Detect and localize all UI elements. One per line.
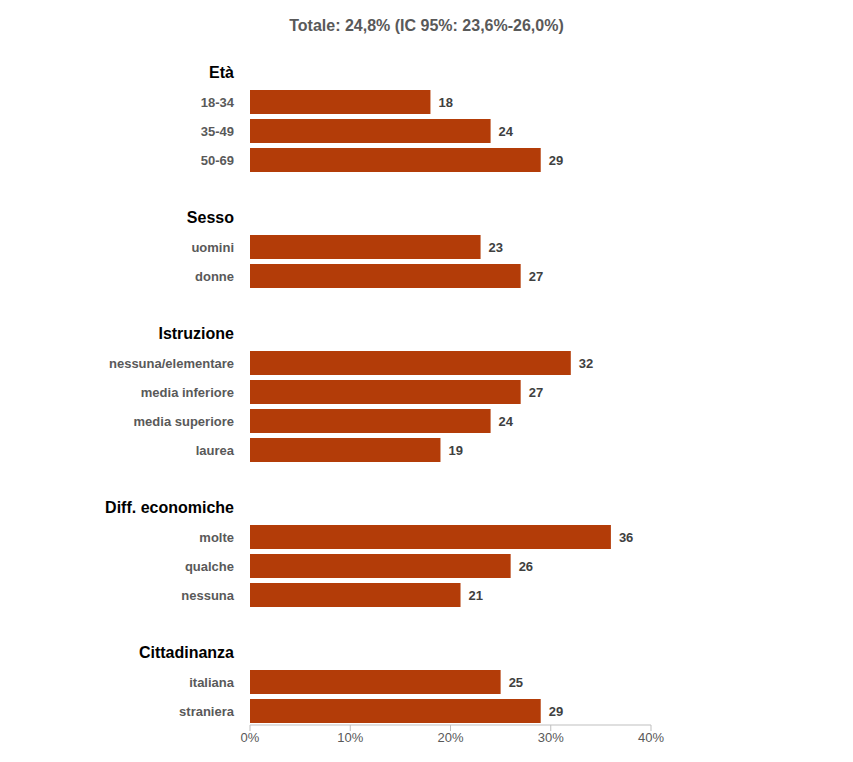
svg-text:donne: donne bbox=[195, 269, 234, 284]
svg-text:24: 24 bbox=[499, 124, 514, 139]
html-text:Totale: 24,8% (IC 95%: 23,6%-2: Totale: 24,8% (IC 95%: 23,6%-26,0%) bbox=[289, 17, 564, 34]
svg-text:50-69: 50-69 bbox=[201, 153, 234, 168]
svg-text:40%: 40% bbox=[638, 730, 664, 745]
svg-text:36: 36 bbox=[619, 530, 633, 545]
svg-text:straniera: straniera bbox=[179, 704, 235, 719]
svg-text:media superiore: media superiore bbox=[134, 414, 234, 429]
svg-text:20%: 20% bbox=[437, 730, 463, 745]
svg-text:32: 32 bbox=[579, 356, 593, 371]
svg-text:laurea: laurea bbox=[196, 443, 235, 458]
svg-text:18-34: 18-34 bbox=[201, 95, 235, 110]
svg-text:molte: molte bbox=[199, 530, 234, 545]
svg-text:18: 18 bbox=[438, 95, 452, 110]
svg-text:24: 24 bbox=[499, 414, 514, 429]
svg-text:italiana: italiana bbox=[189, 675, 235, 690]
svg-text:nessuna/elementare: nessuna/elementare bbox=[109, 356, 234, 371]
svg-text:35-49: 35-49 bbox=[201, 124, 234, 139]
svg-text:26: 26 bbox=[519, 559, 533, 574]
svg-text:Cittadinanza: Cittadinanza bbox=[139, 644, 234, 661]
svg-text:27: 27 bbox=[529, 269, 543, 284]
svg-text:nessuna: nessuna bbox=[181, 588, 235, 603]
svg-text:25: 25 bbox=[509, 675, 523, 690]
svg-text:Età: Età bbox=[209, 64, 234, 81]
svg-text:10%: 10% bbox=[337, 730, 363, 745]
svg-text:23: 23 bbox=[489, 240, 503, 255]
svg-text:Istruzione: Istruzione bbox=[158, 325, 234, 342]
svg-text:Sesso: Sesso bbox=[187, 209, 234, 226]
svg-text:media inferiore: media inferiore bbox=[141, 385, 234, 400]
svg-text:29: 29 bbox=[549, 153, 563, 168]
svg-text:30%: 30% bbox=[538, 730, 564, 745]
svg-text:Diff. economiche: Diff. economiche bbox=[105, 499, 234, 516]
svg-text:uomini: uomini bbox=[191, 240, 234, 255]
svg-text:19: 19 bbox=[448, 443, 462, 458]
svg-text:0%: 0% bbox=[241, 730, 260, 745]
svg-text:29: 29 bbox=[549, 704, 563, 719]
svg-text:21: 21 bbox=[469, 588, 483, 603]
svg-text:27: 27 bbox=[529, 385, 543, 400]
svg-text:qualche: qualche bbox=[185, 559, 234, 574]
